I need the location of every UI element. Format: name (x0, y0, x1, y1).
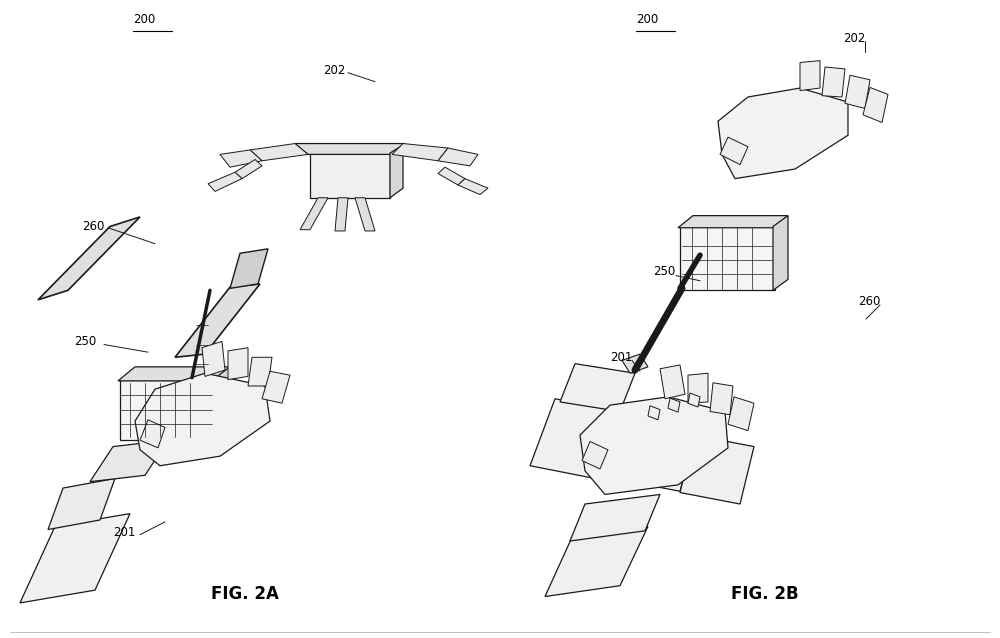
Text: 250: 250 (653, 265, 675, 278)
Polygon shape (20, 514, 130, 603)
Polygon shape (140, 420, 165, 448)
Text: 260: 260 (858, 295, 880, 308)
Polygon shape (120, 380, 215, 440)
Polygon shape (668, 398, 680, 412)
Polygon shape (688, 393, 700, 407)
Polygon shape (295, 144, 405, 154)
Text: FIG. 2B: FIG. 2B (731, 585, 799, 603)
Polygon shape (688, 373, 708, 403)
Polygon shape (228, 348, 248, 380)
Polygon shape (248, 357, 272, 386)
Text: 201: 201 (610, 351, 632, 364)
Polygon shape (310, 153, 390, 198)
Polygon shape (678, 216, 788, 228)
Polygon shape (220, 150, 262, 167)
Polygon shape (530, 399, 620, 478)
Polygon shape (718, 88, 848, 179)
Polygon shape (545, 526, 648, 597)
Polygon shape (48, 478, 115, 530)
Polygon shape (560, 364, 635, 412)
Text: 260: 260 (82, 220, 104, 233)
Polygon shape (335, 198, 348, 231)
Polygon shape (438, 148, 478, 166)
Polygon shape (728, 397, 754, 431)
Polygon shape (135, 373, 270, 466)
Polygon shape (570, 494, 660, 541)
Polygon shape (800, 61, 820, 91)
Text: 201: 201 (113, 526, 135, 539)
Polygon shape (175, 284, 260, 357)
Polygon shape (458, 179, 488, 195)
Polygon shape (355, 198, 375, 231)
Polygon shape (392, 144, 448, 161)
Polygon shape (235, 160, 262, 179)
Polygon shape (648, 406, 660, 420)
Polygon shape (845, 75, 870, 108)
Polygon shape (822, 67, 845, 97)
Polygon shape (680, 226, 775, 290)
Polygon shape (262, 371, 290, 403)
Polygon shape (118, 367, 230, 381)
Text: FIG. 2A: FIG. 2A (211, 585, 279, 603)
Polygon shape (863, 87, 888, 122)
Polygon shape (582, 441, 608, 469)
Polygon shape (250, 144, 308, 161)
Text: 202: 202 (843, 32, 865, 45)
Polygon shape (720, 137, 748, 165)
Polygon shape (580, 397, 728, 494)
Polygon shape (213, 367, 230, 440)
Polygon shape (390, 145, 403, 198)
Polygon shape (90, 440, 168, 482)
Polygon shape (660, 365, 685, 399)
Polygon shape (300, 198, 328, 230)
Text: 250: 250 (74, 335, 96, 348)
Polygon shape (620, 422, 695, 491)
Polygon shape (230, 249, 268, 288)
Text: 200: 200 (133, 13, 155, 26)
Polygon shape (202, 341, 225, 376)
Text: 200: 200 (636, 13, 658, 26)
Polygon shape (773, 216, 788, 290)
Polygon shape (710, 383, 733, 415)
Polygon shape (38, 217, 140, 300)
Polygon shape (208, 172, 242, 191)
Polygon shape (622, 354, 648, 373)
Polygon shape (680, 435, 754, 504)
Text: 202: 202 (323, 64, 345, 77)
Polygon shape (438, 167, 465, 185)
